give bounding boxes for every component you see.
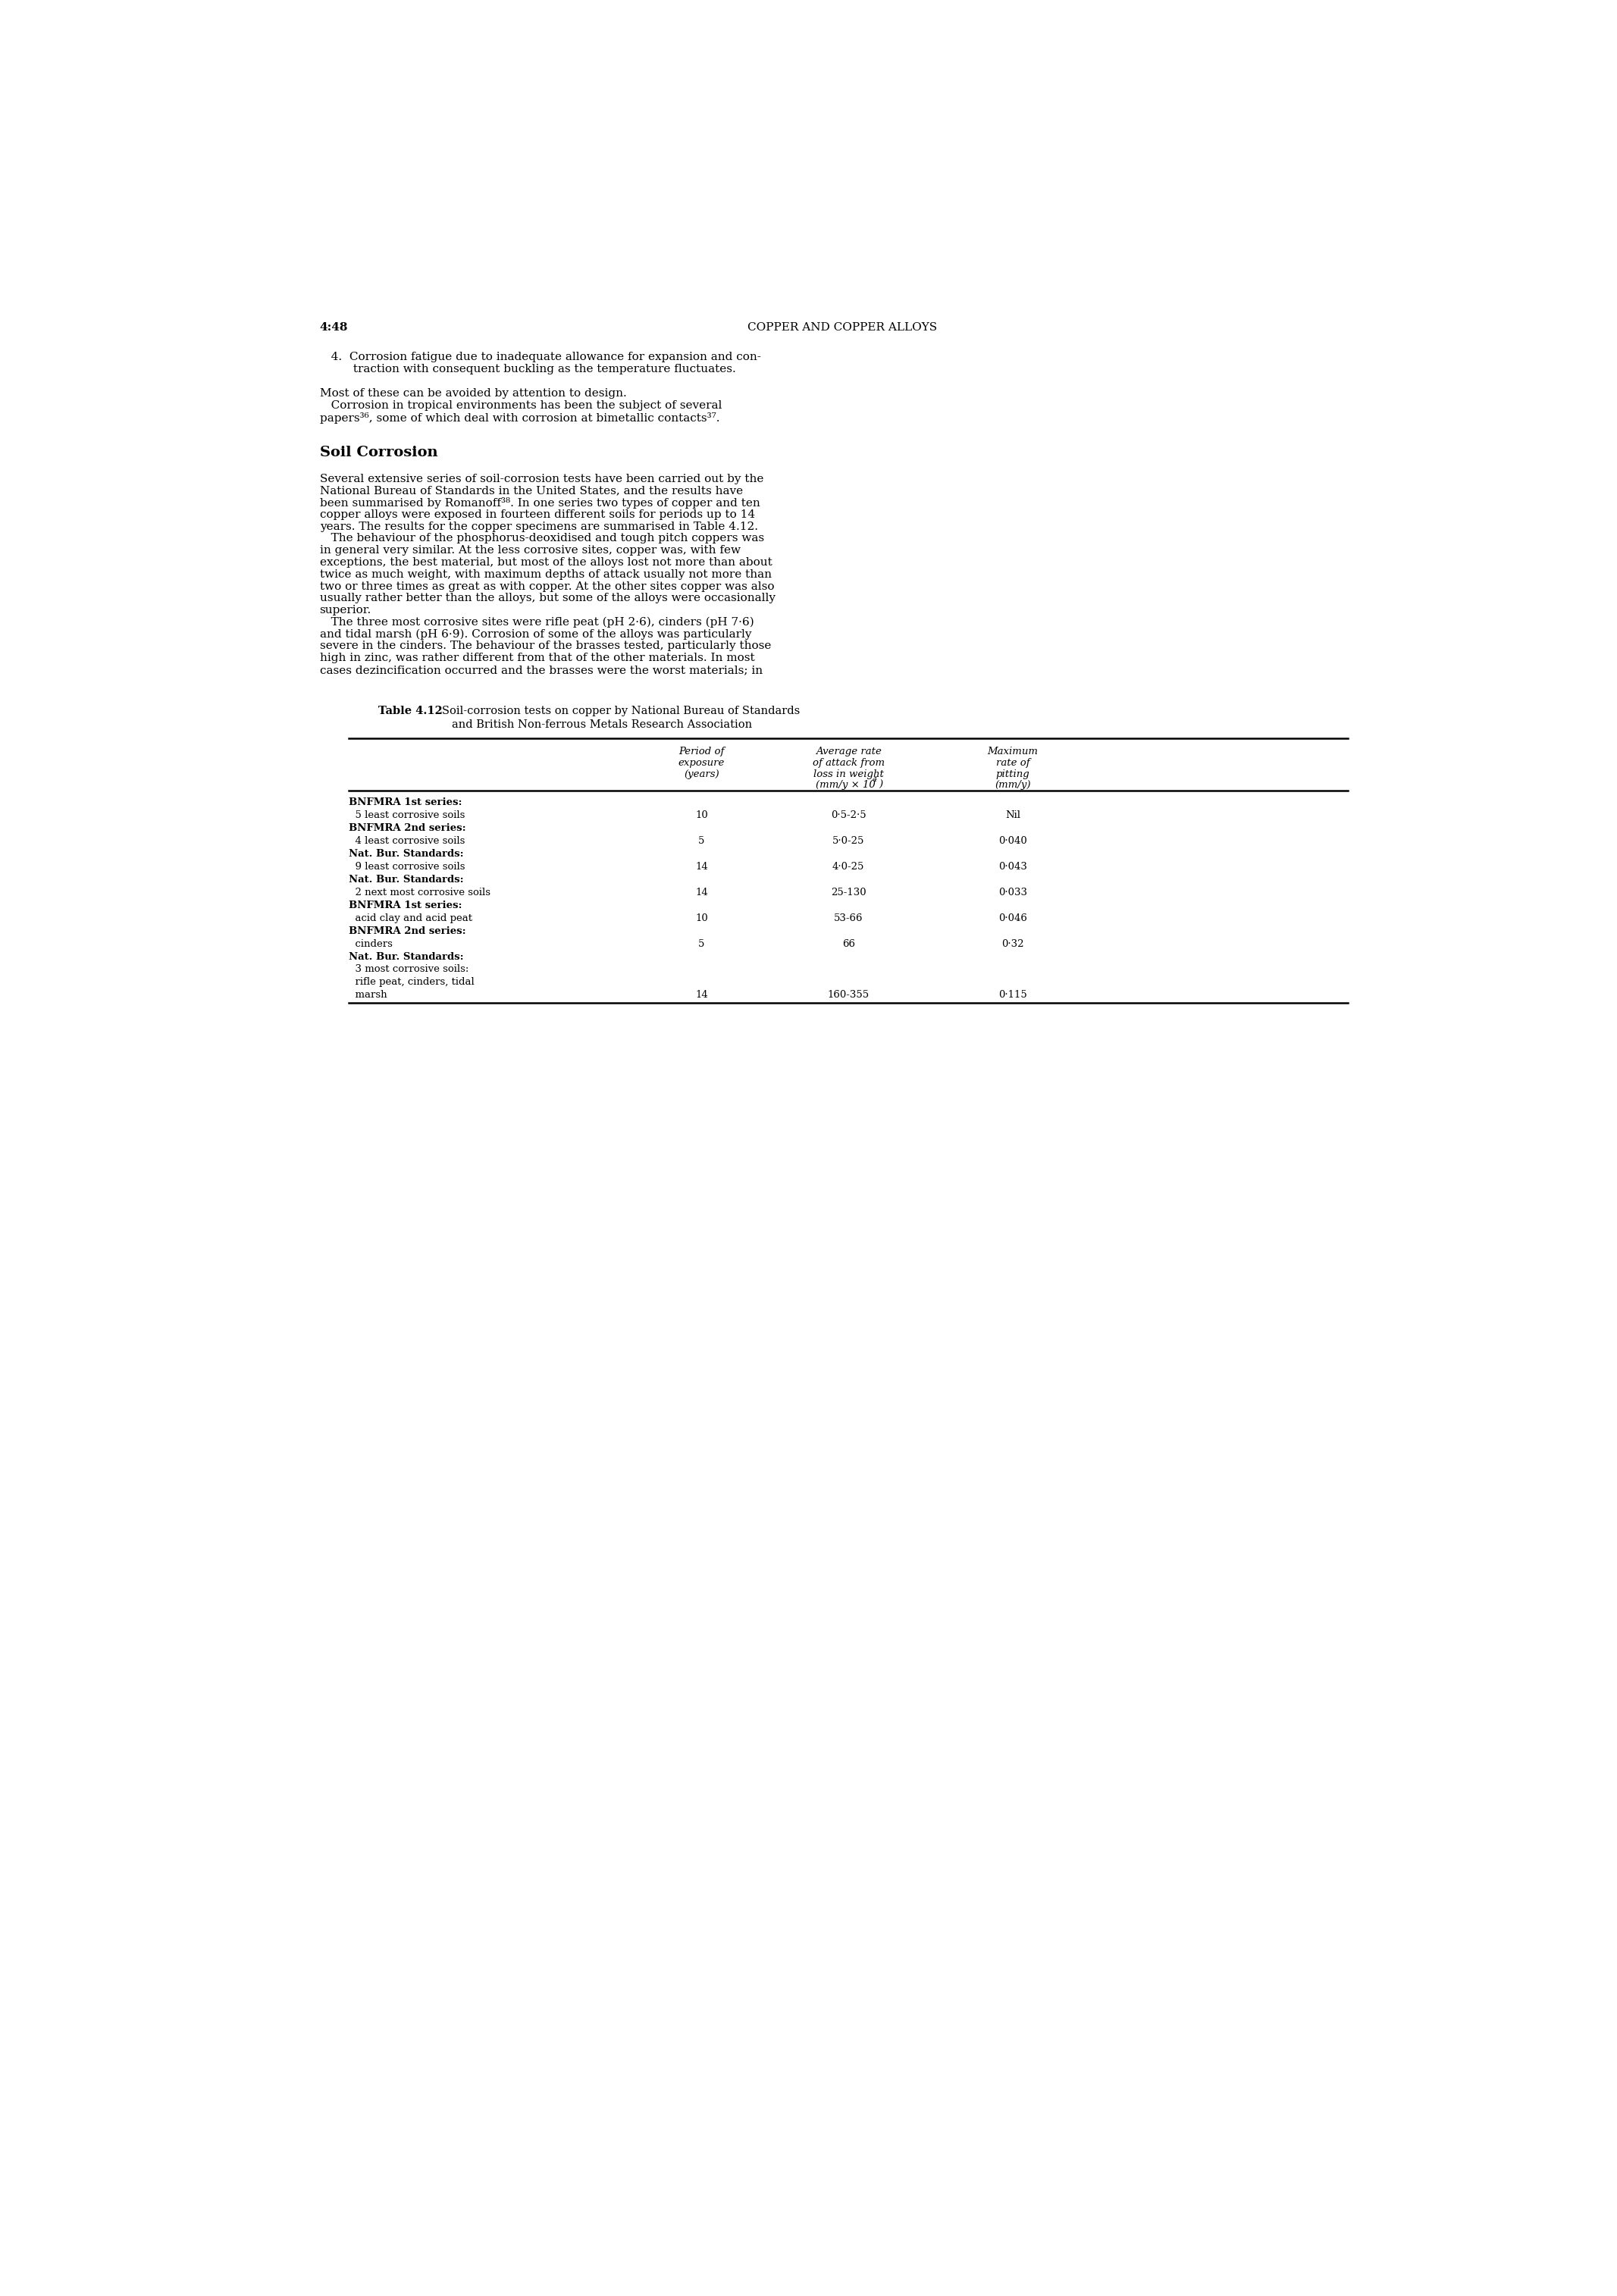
Text: Average rate: Average rate [815,746,881,758]
Text: Soil Corrosion: Soil Corrosion [320,445,438,459]
Text: COPPER AND COPPER ALLOYS: COPPER AND COPPER ALLOYS [747,321,938,333]
Text: 3 most corrosive soils:: 3 most corrosive soils: [349,964,469,974]
Text: 14: 14 [695,990,708,1001]
Text: exceptions, the best material, but most of the alloys lost not more than about: exceptions, the best material, but most … [320,558,771,567]
Text: 2 next most corrosive soils: 2 next most corrosive soils [349,889,492,898]
Text: of attack from: of attack from [812,758,884,767]
Text: 25-130: 25-130 [831,889,867,898]
Text: The three most corrosive sites were rifle peat (pH 2·6), cinders (pH 7·6): The three most corrosive sites were rifl… [320,618,754,627]
Text: Maximum: Maximum [988,746,1038,758]
Text: 0·033: 0·033 [998,889,1027,898]
Text: 0·040: 0·040 [999,836,1027,845]
Text: Table 4.12: Table 4.12 [378,705,443,716]
Text: marsh: marsh [349,990,388,1001]
Text: Corrosion in tropical environments has been the subject of several: Corrosion in tropical environments has b… [320,400,721,411]
Text: high in zinc, was rather different from that of the other materials. In most: high in zinc, was rather different from … [320,652,755,664]
Text: been summarised by Romanoff³⁸. In one series two types of copper and ten: been summarised by Romanoff³⁸. In one se… [320,498,760,510]
Text: BNFMRA 2nd series:: BNFMRA 2nd series: [349,925,466,937]
Text: 4 least corrosive soils: 4 least corrosive soils [349,836,466,845]
Text: loss in weight: loss in weight [813,769,883,778]
Text: and British Non-ferrous Metals Research Association: and British Non-ferrous Metals Research … [451,719,752,730]
Text: (mm/y): (mm/y) [994,781,1032,790]
Text: National Bureau of Standards in the United States, and the results have: National Bureau of Standards in the Unit… [320,484,742,496]
Text: Nil: Nil [1006,810,1020,820]
Text: Period of: Period of [679,746,724,758]
Text: (years): (years) [684,769,720,778]
Text: BNFMRA 1st series:: BNFMRA 1st series: [349,900,462,909]
Text: exposure: exposure [678,758,724,767]
Text: 160-355: 160-355 [828,990,870,1001]
Text: 4: 4 [872,776,876,783]
Text: The behaviour of the phosphorus-deoxidised and tough pitch coppers was: The behaviour of the phosphorus-deoxidis… [320,533,763,544]
Text: cases dezincification occurred and the brasses were the worst materials; in: cases dezincification occurred and the b… [320,666,763,675]
Text: 53-66: 53-66 [834,914,863,923]
Text: rate of: rate of [996,758,1030,767]
Text: and tidal marsh (pH 6·9). Corrosion of some of the alloys was particularly: and tidal marsh (pH 6·9). Corrosion of s… [320,629,752,641]
Text: Nat. Bur. Standards:: Nat. Bur. Standards: [349,953,464,962]
Text: severe in the cinders. The behaviour of the brasses tested, particularly those: severe in the cinders. The behaviour of … [320,641,771,652]
Text: papers³⁶, some of which deal with corrosion at bimetallic contacts³⁷.: papers³⁶, some of which deal with corros… [320,413,720,425]
Text: traction with consequent buckling as the temperature fluctuates.: traction with consequent buckling as the… [320,363,736,374]
Text: in general very similar. At the less corrosive sites, copper was, with few: in general very similar. At the less cor… [320,544,741,556]
Text: rifle peat, cinders, tidal: rifle peat, cinders, tidal [349,978,475,987]
Text: 0·32: 0·32 [1001,939,1024,948]
Text: 10: 10 [695,914,708,923]
Text: years. The results for the copper specimens are summarised in Table 4.12.: years. The results for the copper specim… [320,521,758,533]
Text: Several extensive series of soil-corrosion tests have been carried out by the: Several extensive series of soil-corrosi… [320,473,763,484]
Text: cinders: cinders [349,939,393,948]
Text: 5: 5 [699,939,705,948]
Text: Nat. Bur. Standards:: Nat. Bur. Standards: [349,850,464,859]
Text: 5·0-25: 5·0-25 [833,836,865,845]
Text: 4·0-25: 4·0-25 [833,861,865,872]
Text: pitting: pitting [996,769,1030,778]
Text: ): ) [880,781,883,790]
Text: 0·043: 0·043 [999,861,1027,872]
Text: (mm/y × 10: (mm/y × 10 [817,781,876,790]
Text: two or three times as great as with copper. At the other sites copper was also: two or three times as great as with copp… [320,581,775,592]
Text: 9 least corrosive soils: 9 least corrosive soils [349,861,466,872]
Text: 66: 66 [842,939,855,948]
Text: usually rather better than the alloys, but some of the alloys were occasionally: usually rather better than the alloys, b… [320,592,775,604]
Text: twice as much weight, with maximum depths of attack usually not more than: twice as much weight, with maximum depth… [320,569,771,579]
Text: 14: 14 [695,889,708,898]
Text: 0·046: 0·046 [999,914,1027,923]
Text: 0·115: 0·115 [999,990,1027,1001]
Text: Soil-corrosion tests on copper by National Bureau of Standards: Soil-corrosion tests on copper by Nation… [432,705,800,716]
Text: 10: 10 [695,810,708,820]
Text: Nat. Bur. Standards:: Nat. Bur. Standards: [349,875,464,884]
Text: 0·5-2·5: 0·5-2·5 [831,810,867,820]
Text: BNFMRA 1st series:: BNFMRA 1st series: [349,797,462,808]
Text: 5 least corrosive soils: 5 least corrosive soils [349,810,466,820]
Text: copper alloys were exposed in fourteen different soils for periods up to 14: copper alloys were exposed in fourteen d… [320,510,755,519]
Text: 14: 14 [695,861,708,872]
Text: BNFMRA 2nd series:: BNFMRA 2nd series: [349,824,466,833]
Text: Most of these can be avoided by attention to design.: Most of these can be avoided by attentio… [320,388,626,400]
Text: 5: 5 [699,836,705,845]
Text: superior.: superior. [320,606,372,615]
Text: 4.  Corrosion fatigue due to inadequate allowance for expansion and con-: 4. Corrosion fatigue due to inadequate a… [320,351,760,363]
Text: 4:48: 4:48 [320,321,348,333]
Text: acid clay and acid peat: acid clay and acid peat [349,914,472,923]
